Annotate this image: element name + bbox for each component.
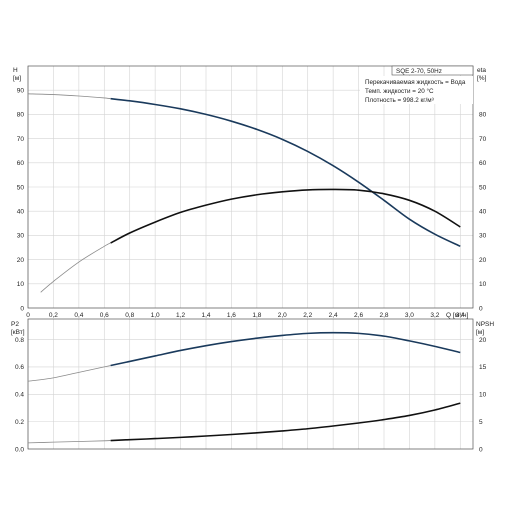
x-tick-label: 2,0 <box>278 312 287 319</box>
upper-right-tick-label: 40 <box>479 209 487 216</box>
info-box: SQE 2-70, 50Hz Перекачиваемая жидкость =… <box>360 65 474 104</box>
upper-right-ticks: 0 10 20 30 40 50 60 70 80 <box>479 112 487 313</box>
info-line-density: Плотность = 998.2 кг/м³ <box>365 97 434 104</box>
upper-left-tick-label: 60 <box>17 160 25 167</box>
upper-left-tick-label: 50 <box>17 184 25 191</box>
lower-right-tick-label: 15 <box>479 364 487 371</box>
upper-right-tick-label: 10 <box>479 281 487 288</box>
lower-right-axis-label-top: NPSH <box>476 321 494 328</box>
lower-right-tick-label: 0 <box>479 446 483 453</box>
lower-left-axis-label-top: P2 <box>11 321 19 328</box>
info-line-fluid: Перекачиваемая жидкость = Вода <box>365 79 466 86</box>
upper-right-axis-label-top: eta <box>477 67 486 74</box>
upper-left-tick-label: 70 <box>17 136 25 143</box>
x-axis-label: Q [м³/ч] <box>446 312 468 319</box>
lower-right-tick-label: 5 <box>479 419 483 426</box>
x-tick-label: 2,8 <box>379 312 388 319</box>
upper-series-0-line <box>110 97 461 248</box>
upper-left-tick-label: 80 <box>17 112 25 119</box>
lower-left-tick-label: 0.4 <box>15 392 24 399</box>
lower-series <box>27 331 461 444</box>
x-tick-label: 1,8 <box>252 312 261 319</box>
upper-series <box>27 93 461 293</box>
lower-right-ticks: 0 5 10 15 20 <box>479 337 487 453</box>
lower-left-tick-label: 0.8 <box>15 337 24 344</box>
lower-left-axis-label-bottom: [кВт] <box>11 329 25 336</box>
lower-plot-frame <box>27 318 474 450</box>
upper-series-1-line <box>110 188 461 244</box>
upper-series-0-extended-line <box>27 93 111 100</box>
upper-left-tick-label: 30 <box>17 233 25 240</box>
model-label: SQE 2-70, 50Hz <box>396 68 442 75</box>
upper-right-tick-label: 60 <box>479 160 487 167</box>
upper-left-ticks: 0 10 20 30 40 50 60 70 80 90 <box>17 88 25 313</box>
lower-left-tick-label: 0.0 <box>15 446 24 453</box>
lower-left-tick-label: 0.2 <box>15 419 24 426</box>
upper-right-tick-label: 20 <box>479 257 487 264</box>
x-tick-label: 2,6 <box>354 312 363 319</box>
upper-left-axis-label-top: H <box>13 67 18 74</box>
lower-series-1-line <box>110 402 461 442</box>
upper-x-ticks: 0 0,2 0,4 0,6 0,8 1,0 1,2 1,4 1,6 1,8 2,0 2,2 2,4 2,6… <box>26 312 465 319</box>
x-tick-label: 2,4 <box>329 312 338 319</box>
upper-left-tick-label: 0 <box>20 305 24 312</box>
upper-left-tick-label: 90 <box>17 88 25 95</box>
lower-series-0-extended-line <box>27 365 111 382</box>
x-tick-label: 0 <box>26 312 30 319</box>
x-tick-label: 3,2 <box>430 312 439 319</box>
upper-right-tick-label: 30 <box>479 233 487 240</box>
upper-right-tick-label: 70 <box>479 136 487 143</box>
upper-right-axis-label-bottom: [%] <box>477 75 487 82</box>
lower-panel: 0.0 0.2 0.4 0.6 0.8 0 5 10 15 20 P2 [кВт] NPSH [… <box>11 318 494 453</box>
x-tick-label: 1,4 <box>201 312 210 319</box>
x-tick-label: 0,4 <box>74 312 83 319</box>
x-tick-label: 0,6 <box>100 312 109 319</box>
info-text-background <box>360 76 473 104</box>
upper-right-tick-label: 80 <box>479 112 487 119</box>
lower-left-tick-label: 0.6 <box>15 364 24 371</box>
upper-left-tick-label: 10 <box>17 281 25 288</box>
lower-series-0-line <box>110 331 461 367</box>
lower-left-ticks: 0.0 0.2 0.4 0.6 0.8 <box>15 337 24 453</box>
upper-right-tick-label: 50 <box>479 184 487 191</box>
x-tick-label: 3,4 <box>456 312 465 319</box>
info-line-temperature: Темп. жидкости = 20 °C <box>365 87 434 95</box>
lower-right-axis-label-bottom: [м] <box>476 329 484 336</box>
x-tick-label: 3,0 <box>405 312 414 319</box>
lower-right-tick-label: 10 <box>479 392 487 399</box>
model-box <box>391 65 474 76</box>
lower-series-1-extended-line <box>27 440 111 444</box>
upper-left-tick-label: 20 <box>17 257 25 264</box>
x-tick-label: 1,0 <box>151 312 160 319</box>
x-tick-label: 2,2 <box>303 312 312 319</box>
upper-plot-frame <box>27 65 474 309</box>
upper-left-tick-label: 40 <box>17 209 25 216</box>
upper-right-tick-label: 0 <box>479 305 483 312</box>
x-tick-label: 1,6 <box>227 312 236 319</box>
upper-left-axis-label-bottom: [м] <box>13 75 21 82</box>
x-tick-label: 0,8 <box>125 312 134 319</box>
x-tick-label: 0,2 <box>49 312 58 319</box>
upper-series-1-extended-line <box>40 242 111 293</box>
x-tick-label: 1,2 <box>176 312 185 319</box>
lower-right-tick-label: 20 <box>479 337 487 344</box>
